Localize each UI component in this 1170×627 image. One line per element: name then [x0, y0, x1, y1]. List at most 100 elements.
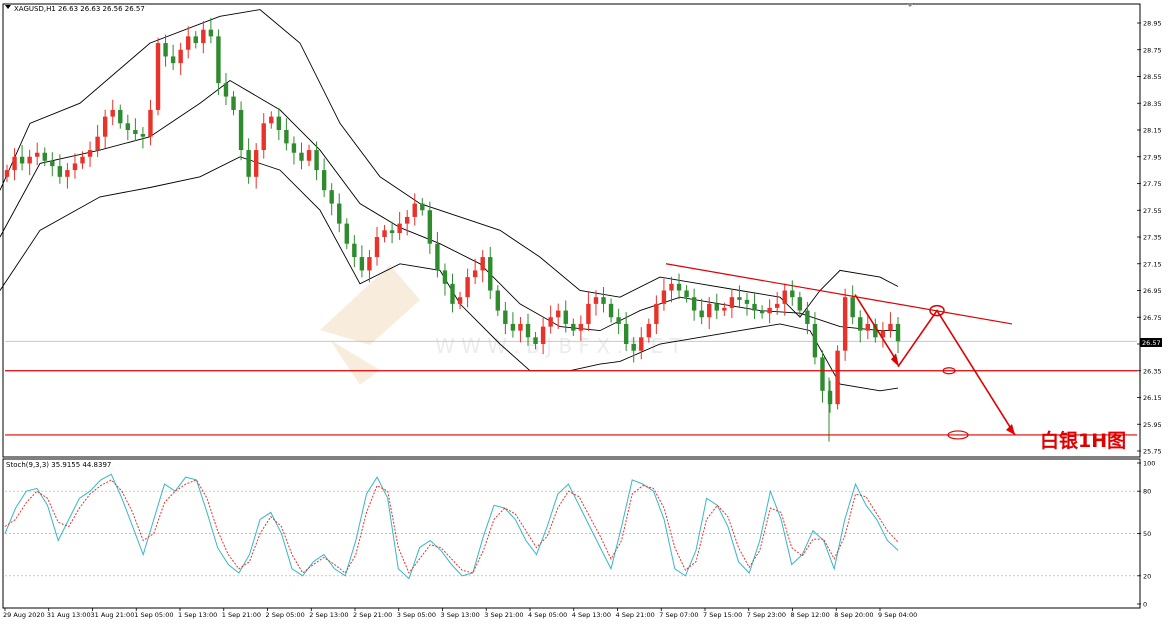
candle-body [714, 303, 719, 311]
candle-body [782, 290, 787, 304]
candle-body [125, 123, 131, 130]
candle-body [744, 299, 750, 304]
candle-body [707, 303, 712, 318]
candle-body [465, 277, 470, 298]
candle-body [118, 109, 123, 124]
price-tick-label: 27.55 [1143, 207, 1162, 215]
time-tick-label: 3 Sep 05:00 [397, 611, 436, 619]
annotation-label: 白银1H图 [1040, 429, 1126, 452]
time-tick-label: 1 Sep 05:00 [134, 611, 173, 619]
time-tick-label: 7 Sep 15:00 [703, 611, 742, 619]
candle-body [639, 337, 644, 351]
time-tick-label: 8 Sep 20:00 [834, 611, 873, 619]
scroll-marker-icon[interactable] [906, 3, 914, 7]
candle-body [261, 123, 266, 151]
candle-body [865, 323, 870, 331]
candle-body [767, 307, 772, 314]
time-tick-label: 7 Sep 23:00 [747, 611, 786, 619]
time-tick-label: 7 Sep 07:00 [659, 611, 698, 619]
annotation-layer [665, 263, 1016, 440]
candle-body [367, 257, 372, 271]
candle-body [427, 210, 433, 244]
time-tick-label: 2 Sep 21:00 [353, 611, 392, 619]
chart-title: XAGUSD,H1 26.63 26.63 26.56 26.57 [14, 5, 145, 13]
candle-body [873, 323, 878, 338]
candle-body [571, 323, 576, 331]
candle-body [518, 323, 523, 331]
candle-body [246, 150, 251, 177]
candle-body [888, 323, 893, 331]
price-tick-label: 27.15 [1143, 260, 1162, 268]
price-tick-label: 26.75 [1143, 314, 1162, 322]
candle-body [337, 203, 342, 224]
candle-body [699, 310, 704, 318]
current-price-box [1140, 338, 1162, 347]
time-tick-label: 8 Sep 12:00 [791, 611, 830, 619]
price-panel-frame [2, 3, 1141, 458]
candle-body [269, 116, 274, 124]
candle-body [95, 136, 100, 151]
candle-body [291, 143, 297, 153]
time-tick-label: 4 Sep 21:00 [616, 611, 655, 619]
watermark: W W W . B J B F X . N E T [320, 265, 682, 385]
candle-body [669, 283, 674, 291]
candle-body [57, 166, 63, 177]
candle-body [608, 303, 614, 318]
price-tick-label: 25.95 [1143, 421, 1162, 429]
candle-body [276, 116, 282, 130]
price-tick-label: 27.95 [1143, 153, 1162, 161]
candle-body [382, 230, 387, 237]
price-tick-label: 26.15 [1143, 394, 1162, 402]
candle-body [503, 310, 508, 324]
candle-body [616, 317, 621, 324]
candle-body [412, 203, 417, 217]
price-tick-label: 25.75 [1143, 448, 1162, 456]
time-tick-label: 29 Aug 2020 [3, 611, 45, 619]
candle-body [186, 36, 191, 50]
price-tick-label: 28.35 [1143, 100, 1162, 108]
candle-body [752, 303, 757, 311]
stoch-k-line [4, 473, 899, 580]
candle-body [842, 297, 848, 351]
bollinger-lower [0, 156, 899, 392]
candle-body [623, 323, 629, 344]
price-tick-label: 26.35 [1143, 367, 1162, 375]
watermark-logo-shape [320, 265, 420, 345]
forecast-path [897, 309, 1016, 436]
candle-body [420, 203, 425, 211]
candle-body [805, 310, 810, 324]
candle-body [201, 29, 206, 44]
candle-body [850, 297, 855, 318]
candle-body [548, 317, 553, 327]
candle-body [50, 160, 55, 167]
time-tick-label: 2 Sep 13:00 [309, 611, 348, 619]
target-circle-lower [947, 430, 969, 440]
candle-body [525, 323, 531, 338]
candle-body [140, 134, 146, 137]
candle-body [601, 297, 606, 304]
candle-body [835, 350, 840, 405]
candle-body [65, 170, 70, 177]
collapse-icon[interactable] [5, 5, 11, 9]
forecast-arrowhead [1006, 423, 1015, 435]
watermark-text: W W W . B J B F X . N E T [435, 334, 682, 358]
candle-body [389, 230, 395, 233]
price-tick-label: 27.75 [1143, 180, 1162, 188]
candle-body [827, 390, 833, 405]
candle-body [359, 257, 365, 271]
candle-body [238, 109, 244, 151]
time-axis: 29 Aug 2020 31 Aug 13:00 31 Aug 21:00 1 Sep… [3, 608, 917, 619]
stoch-tick-label: 80 [1143, 488, 1151, 496]
candle-body [540, 326, 546, 344]
candle-body [759, 310, 765, 314]
bollinger-upper [0, 9, 899, 318]
candle-body [729, 297, 735, 308]
candle-body [314, 150, 319, 171]
candles [4, 17, 901, 442]
candle-body [306, 150, 312, 161]
candle-body [404, 216, 410, 224]
time-tick-label: 31 Aug 13:00 [47, 611, 91, 619]
candle-body [593, 297, 599, 304]
candle-body [12, 156, 17, 171]
